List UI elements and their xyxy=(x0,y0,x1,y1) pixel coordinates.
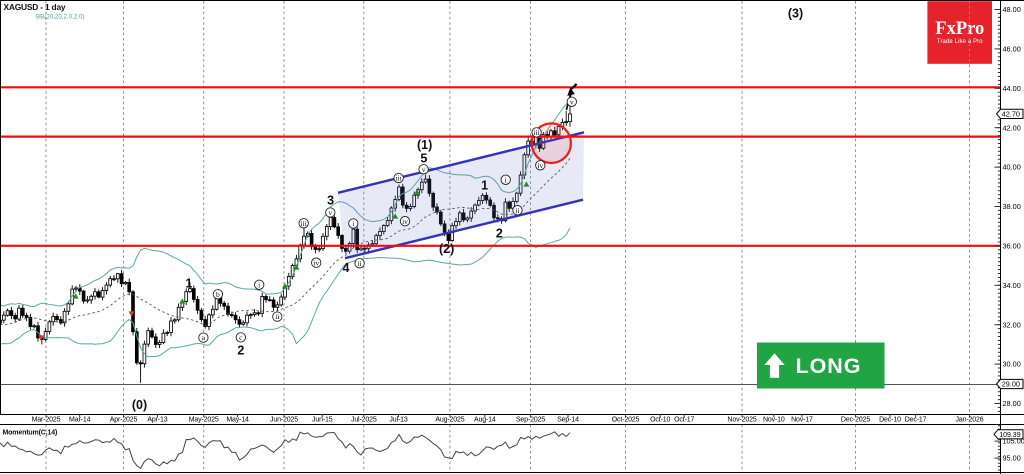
svg-text:109.39: 109.39 xyxy=(999,432,1021,439)
svg-text:iii: iii xyxy=(301,219,307,228)
svg-text:Nov-17: Nov-17 xyxy=(791,417,813,424)
svg-text:ii: ii xyxy=(358,259,362,268)
svg-text:46.00: 46.00 xyxy=(1003,45,1021,54)
svg-text:5: 5 xyxy=(420,152,427,166)
svg-text:Aug-2025: Aug-2025 xyxy=(435,417,464,424)
svg-text:3: 3 xyxy=(327,194,334,208)
svg-text:105.00: 105.00 xyxy=(1003,437,1024,446)
svg-text:i: i xyxy=(505,175,507,184)
svg-text:iii: iii xyxy=(533,128,539,137)
svg-text:iv: iv xyxy=(537,161,543,170)
svg-text:BB(20,20,2.0,2.0): BB(20,20,2.0,2.0) xyxy=(36,14,85,21)
svg-text:(0): (0) xyxy=(132,398,147,412)
svg-text:i: i xyxy=(352,219,354,228)
svg-text:29.00: 29.00 xyxy=(1002,380,1020,389)
svg-text:44.00: 44.00 xyxy=(1003,84,1021,93)
svg-text:4: 4 xyxy=(343,261,350,275)
svg-text:Aug-14: Aug-14 xyxy=(474,417,496,424)
svg-text:Mar-2025: Mar-2025 xyxy=(32,417,61,424)
svg-text:Jul-2025: Jul-2025 xyxy=(351,417,377,424)
svg-text:Dec-10: Dec-10 xyxy=(879,417,901,424)
svg-text:48.00: 48.00 xyxy=(1003,5,1021,14)
svg-text:38.00: 38.00 xyxy=(1003,202,1021,211)
svg-text:a: a xyxy=(202,333,206,342)
svg-text:(3): (3) xyxy=(788,7,803,21)
svg-text:Nov-10: Nov-10 xyxy=(763,417,785,424)
svg-text:Oct-2025: Oct-2025 xyxy=(612,417,640,424)
svg-text:Jun-15: Jun-15 xyxy=(312,417,333,424)
svg-text:Momentum(C,14): Momentum(C,14) xyxy=(3,429,58,436)
svg-text:ii: ii xyxy=(515,206,519,215)
svg-text:36.00: 36.00 xyxy=(1003,242,1021,251)
svg-text:Oct-10: Oct-10 xyxy=(650,417,670,424)
svg-text:Mar-14: Mar-14 xyxy=(69,417,91,424)
svg-text:Apr-2025: Apr-2025 xyxy=(110,417,138,424)
svg-text:v: v xyxy=(422,165,426,174)
svg-text:iv: iv xyxy=(313,258,319,267)
svg-text:v: v xyxy=(570,97,574,106)
svg-text:LONG: LONG xyxy=(796,354,862,378)
svg-text:42.70: 42.70 xyxy=(1002,110,1020,119)
svg-text:30.00: 30.00 xyxy=(1003,360,1021,369)
svg-text:42.00: 42.00 xyxy=(1003,123,1021,132)
svg-text:28.00: 28.00 xyxy=(1003,399,1021,408)
svg-text:(2): (2) xyxy=(439,242,454,256)
svg-text:May-2025: May-2025 xyxy=(189,417,219,424)
svg-text:95.00: 95.00 xyxy=(1003,454,1021,463)
svg-text:34.00: 34.00 xyxy=(1003,281,1021,290)
svg-text:ii: ii xyxy=(275,312,279,321)
svg-text:FxPro: FxPro xyxy=(935,19,984,39)
svg-text:Jan-2026: Jan-2026 xyxy=(956,417,984,424)
svg-text:2: 2 xyxy=(496,227,503,241)
svg-text:Sep-14: Sep-14 xyxy=(557,417,579,424)
svg-text:Jul-13: Jul-13 xyxy=(389,417,407,424)
svg-text:c: c xyxy=(239,333,243,342)
svg-text:Dec-17: Dec-17 xyxy=(905,417,927,424)
svg-text:(1): (1) xyxy=(417,138,432,152)
svg-text:40.00: 40.00 xyxy=(1003,163,1021,172)
svg-text:Trade Like a Pro: Trade Like a Pro xyxy=(937,39,983,45)
svg-text:b: b xyxy=(216,290,220,299)
svg-text:1: 1 xyxy=(185,277,192,291)
svg-text:Oct-17: Oct-17 xyxy=(674,417,694,424)
svg-text:Apr-13: Apr-13 xyxy=(147,417,167,424)
svg-text:2: 2 xyxy=(237,344,244,358)
svg-text:32.00: 32.00 xyxy=(1003,320,1021,329)
svg-text:v: v xyxy=(328,208,332,217)
svg-text:Nov-2025: Nov-2025 xyxy=(727,417,756,424)
svg-text:Jun-2025: Jun-2025 xyxy=(270,417,298,424)
svg-text:Sep-2025: Sep-2025 xyxy=(516,417,545,424)
svg-text:XAGUSD - 1 day: XAGUSD - 1 day xyxy=(4,2,66,12)
svg-text:Dec-2025: Dec-2025 xyxy=(841,417,870,424)
svg-text:iv: iv xyxy=(402,217,408,226)
svg-text:i: i xyxy=(258,280,260,289)
svg-text:May-14: May-14 xyxy=(226,417,249,424)
svg-text:1: 1 xyxy=(481,179,488,193)
svg-text:iii: iii xyxy=(395,174,401,183)
